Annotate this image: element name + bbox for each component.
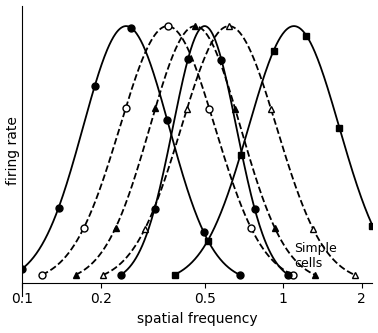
Text: Simple
cells: Simple cells [294,242,337,270]
X-axis label: spatial frequency: spatial frequency [137,312,258,326]
Y-axis label: firing rate: firing rate [6,116,20,185]
